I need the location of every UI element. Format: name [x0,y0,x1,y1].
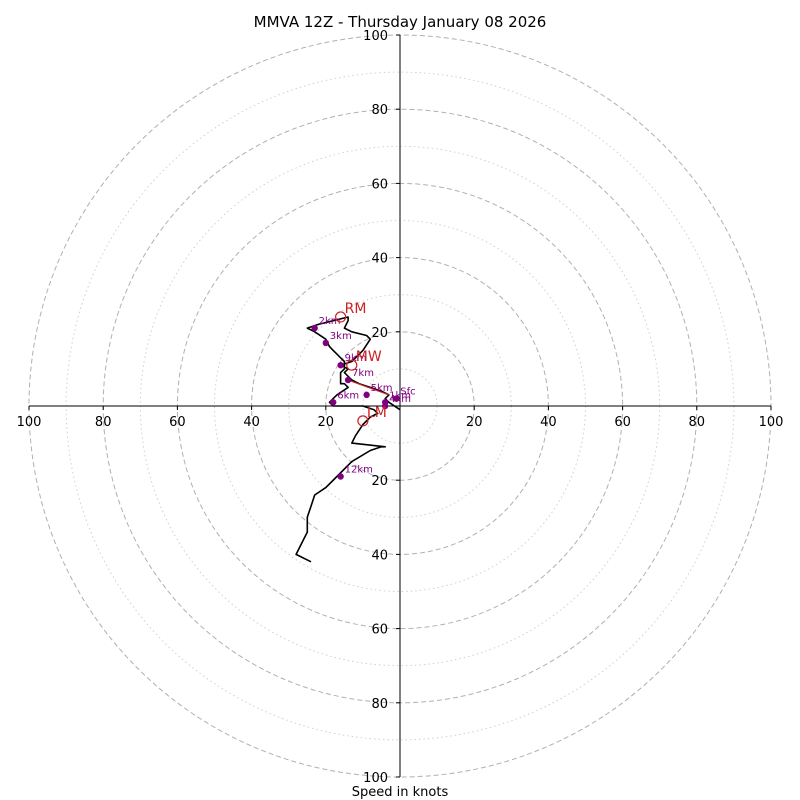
storm-motion-label: LM [367,405,387,421]
x-tick-label: 100 [17,415,42,430]
x-tick-label: 20 [466,415,483,430]
height-marker-label: 6km [337,390,359,401]
shear-vector-line [347,379,390,396]
x-tick-label: 40 [540,415,557,430]
height-marker-label: Sfc [400,387,415,398]
x-tick-label: 80 [95,415,112,430]
wind-trace [295,316,401,563]
x-tick-label: 100 [759,415,784,430]
height-marker-label: 2km [319,316,341,327]
y-tick-label: 80 [371,103,388,118]
height-marker-dot [330,399,337,406]
hodograph-trace [295,316,401,563]
y-tick-label: 100 [363,771,388,786]
storm-motion-marker [357,415,369,427]
chart-title: MMVA 12Z - Thursday January 08 2026 [254,13,547,31]
height-marker-label: 9km [345,353,367,364]
storm-motion-marker [346,359,358,371]
height-marker-dot [363,391,370,399]
height-marker-label: 5km [371,383,393,394]
height-marker-label: 7km [352,368,374,379]
y-tick-label: 80 [371,697,388,712]
y-tick-label: 100 [363,29,388,44]
y-tick-label: 40 [371,548,388,563]
y-tick-label: 60 [371,177,388,192]
shear-vector [347,379,390,396]
height-marker-dot [337,361,344,369]
y-tick-label: 60 [371,623,388,638]
storm-motions: RM MW LM [335,301,387,427]
height-marker-label: 3km [330,331,352,342]
x-tick-label: 60 [169,415,186,430]
height-marker-dot [381,402,389,410]
y-tick-label: 20 [371,326,388,341]
y-tick-label: 20 [371,474,388,489]
height-marker-dot [322,339,329,347]
y-tick-labels: 20 40 60 80 100 20 40 60 80 100 [363,29,400,786]
y-tick-label: 40 [371,252,388,267]
x-tick-labels: 100 80 60 40 20 20 40 60 80 100 [17,406,784,430]
x-tick-label: 20 [318,415,335,430]
x-axis-label: Speed in knots [352,785,449,800]
height-marker-dot [344,376,352,384]
height-marker-dot [311,324,318,332]
storm-motion-label: RM [345,301,367,317]
x-tick-label: 40 [243,415,260,430]
x-tick-label: 80 [689,415,706,430]
axes [29,35,771,777]
height-marker-label: 1km [389,390,411,401]
height-marker-dot [393,395,400,402]
height-marker-dot [337,473,344,480]
height-marker-label: 12km [345,464,373,475]
height-marker-label: 4km [389,394,411,405]
x-tick-label: 60 [614,415,631,430]
storm-motion-marker [335,311,347,323]
storm-motion-label: MW [356,349,382,365]
